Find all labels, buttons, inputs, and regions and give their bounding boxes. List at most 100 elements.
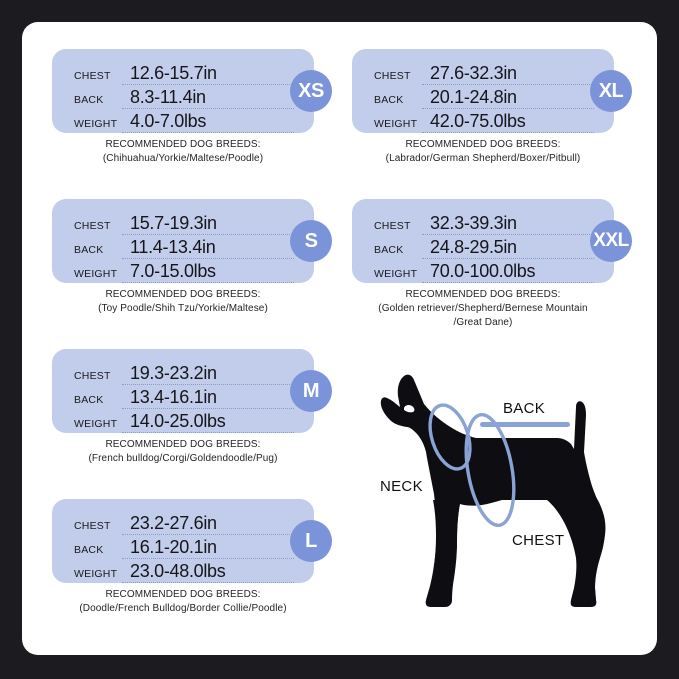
leader-dots [422, 258, 594, 259]
row-label-back: BACK [74, 94, 104, 106]
value-chest: 15.7-19.3in [130, 213, 217, 233]
breeds-list: (Chihuahua/Yorkie/Maltese/Poodle) [102, 153, 264, 164]
row-label-back: BACK [74, 394, 104, 406]
size-badge-xl[interactable]: XL [590, 70, 632, 112]
row-back: BACK 16.1-20.1in [74, 537, 298, 561]
dog-silhouette-icon [380, 374, 606, 607]
value-weight: 7.0-15.0lbs [130, 261, 216, 281]
breeds-caption-xxl: RECOMMENDED DOG BREEDS: (Golden retrieve… [352, 288, 614, 330]
value-back: 13.4-16.1in [130, 387, 217, 407]
value-back: 11.4-13.4in [130, 237, 216, 257]
row-label-weight: WEIGHT [74, 568, 118, 580]
value-weight: 4.0-7.0lbs [130, 111, 207, 131]
row-back: BACK 24.8-29.5in [374, 237, 598, 261]
size-badge-xs[interactable]: XS [290, 70, 332, 112]
row-label-back: BACK [74, 544, 104, 556]
leader-dots [422, 282, 594, 283]
leader-dots [122, 282, 294, 283]
breeds-caption-s: RECOMMENDED DOG BREEDS: (Toy Poodle/Shih… [52, 288, 314, 316]
row-back: BACK 11.4-13.4in [74, 237, 298, 261]
size-badge-m[interactable]: M [290, 370, 332, 412]
size-chart-sheet: CHEST 12.6-15.7in BACK 8.3-11.4in WEIGHT… [22, 22, 657, 655]
value-weight: 23.0-48.0lbs [130, 561, 226, 581]
breeds-heading: RECOMMENDED DOG BREEDS: [105, 289, 261, 300]
size-card-s-body: CHEST 15.7-19.3in BACK 11.4-13.4in WEIGH… [52, 199, 332, 285]
row-chest: CHEST 12.6-15.7in [74, 63, 298, 87]
dog-measurement-diagram: BACK NECK CHEST [352, 352, 652, 652]
diagram-label-neck: NECK [380, 478, 423, 495]
row-weight: WEIGHT 7.0-15.0lbs [74, 261, 298, 285]
breeds-list: (Doodle/French Bulldog/Border Collie/Poo… [79, 603, 287, 614]
size-card-xs[interactable]: CHEST 12.6-15.7in BACK 8.3-11.4in WEIGHT… [52, 49, 332, 166]
value-back: 20.1-24.8in [430, 87, 517, 107]
row-label-chest: CHEST [374, 70, 411, 82]
breeds-heading: RECOMMENDED DOG BREEDS: [105, 589, 261, 600]
row-label-chest: CHEST [74, 520, 111, 532]
breeds-list-line2: /Great Dane) [453, 317, 513, 328]
value-back: 16.1-20.1in [130, 537, 217, 557]
row-chest: CHEST 27.6-32.3in [374, 63, 598, 87]
value-chest: 23.2-27.6in [130, 513, 217, 533]
row-label-chest: CHEST [374, 220, 411, 232]
breeds-heading: RECOMMENDED DOG BREEDS: [405, 289, 561, 300]
value-weight: 14.0-25.0lbs [130, 411, 226, 431]
row-label-weight: WEIGHT [74, 118, 118, 130]
row-weight: WEIGHT 70.0-100.0lbs [374, 261, 598, 285]
leader-dots [122, 108, 294, 109]
row-label-chest: CHEST [74, 70, 111, 82]
leader-dots [122, 534, 294, 535]
size-badge-s[interactable]: S [290, 220, 332, 262]
breeds-caption-xs: RECOMMENDED DOG BREEDS: (Chihuahua/Yorki… [52, 138, 314, 166]
row-chest: CHEST 23.2-27.6in [74, 513, 298, 537]
size-card-xxl[interactable]: CHEST 32.3-39.3in BACK 24.8-29.5in WEIGH… [352, 199, 632, 330]
row-back: BACK 8.3-11.4in [74, 87, 298, 111]
row-label-weight: WEIGHT [74, 268, 118, 280]
row-weight: WEIGHT 23.0-48.0lbs [74, 561, 298, 585]
value-chest: 19.3-23.2in [130, 363, 217, 383]
row-label-weight: WEIGHT [74, 418, 118, 430]
size-card-l[interactable]: CHEST 23.2-27.6in BACK 16.1-20.1in WEIGH… [52, 499, 332, 616]
breeds-list: (Labrador/German Shepherd/Boxer/Pitbull) [385, 153, 581, 164]
leader-dots [422, 108, 594, 109]
value-chest: 12.6-15.7in [130, 63, 217, 83]
leader-dots [122, 408, 294, 409]
row-back: BACK 20.1-24.8in [374, 87, 598, 111]
leader-dots [122, 84, 294, 85]
leader-dots [122, 558, 294, 559]
size-card-s[interactable]: CHEST 15.7-19.3in BACK 11.4-13.4in WEIGH… [52, 199, 332, 316]
row-label-back: BACK [374, 94, 404, 106]
row-weight: WEIGHT 42.0-75.0lbs [374, 111, 598, 135]
leader-dots [122, 384, 294, 385]
value-chest: 32.3-39.3in [430, 213, 517, 233]
size-card-m[interactable]: CHEST 19.3-23.2in BACK 13.4-16.1in WEIGH… [52, 349, 332, 466]
row-chest: CHEST 32.3-39.3in [374, 213, 598, 237]
row-label-back: BACK [74, 244, 104, 256]
size-card-xs-body: CHEST 12.6-15.7in BACK 8.3-11.4in WEIGHT… [52, 49, 332, 135]
size-card-xl[interactable]: CHEST 27.6-32.3in BACK 20.1-24.8in WEIGH… [352, 49, 632, 166]
breeds-heading: RECOMMENDED DOG BREEDS: [105, 439, 261, 450]
row-weight: WEIGHT 4.0-7.0lbs [74, 111, 298, 135]
value-back: 24.8-29.5in [430, 237, 517, 257]
row-back: BACK 13.4-16.1in [74, 387, 298, 411]
size-badge-l[interactable]: L [290, 520, 332, 562]
row-label-back: BACK [374, 244, 404, 256]
row-chest: CHEST 19.3-23.2in [74, 363, 298, 387]
value-chest: 27.6-32.3in [430, 63, 517, 83]
breeds-caption-l: RECOMMENDED DOG BREEDS: (Doodle/French B… [52, 588, 314, 616]
leader-dots [122, 582, 294, 583]
size-card-l-body: CHEST 23.2-27.6in BACK 16.1-20.1in WEIGH… [52, 499, 332, 585]
chest-measure-loop [464, 413, 516, 527]
breeds-list-line1: (Golden retriever/Shepherd/Bernese Mount… [378, 303, 588, 314]
breeds-caption-m: RECOMMENDED DOG BREEDS: (French bulldog/… [52, 438, 314, 466]
row-label-weight: WEIGHT [374, 268, 418, 280]
row-chest: CHEST 15.7-19.3in [74, 213, 298, 237]
breeds-list: (French bulldog/Corgi/Goldendoodle/Pug) [88, 453, 278, 464]
size-badge-xxl[interactable]: XXL [590, 220, 632, 262]
breeds-heading: RECOMMENDED DOG BREEDS: [405, 139, 561, 150]
row-weight: WEIGHT 14.0-25.0lbs [74, 411, 298, 435]
leader-dots [422, 84, 594, 85]
back-measure-line [480, 422, 570, 427]
leader-dots [122, 132, 294, 133]
leader-dots [422, 234, 594, 235]
